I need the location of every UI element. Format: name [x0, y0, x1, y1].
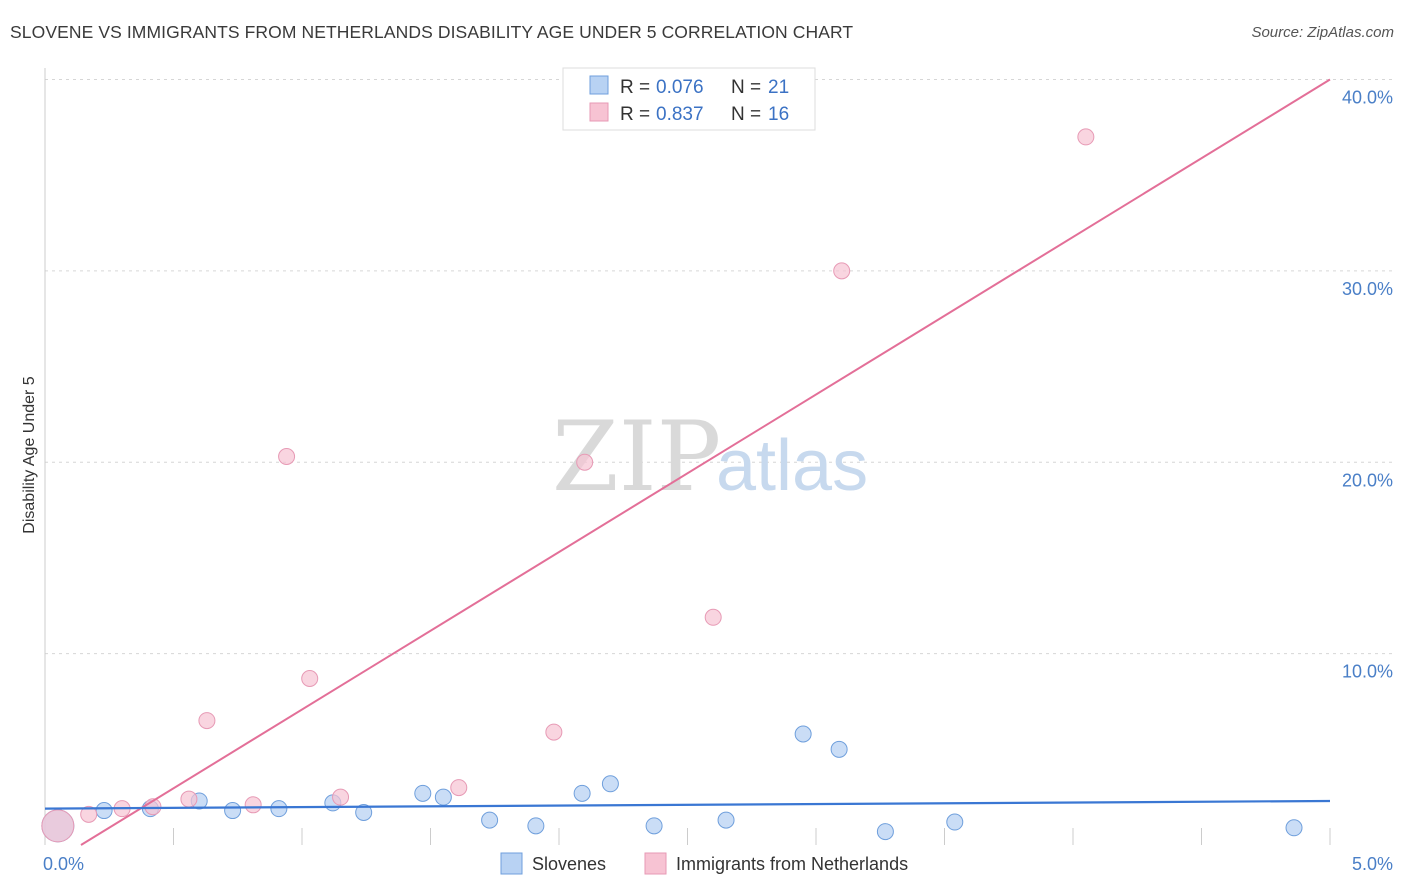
- slovenes-point-19: [946, 813, 964, 831]
- netherlands-point-13: [704, 608, 722, 626]
- trend-line-netherlands: [80, 78, 1331, 846]
- netherlands-point-6: [244, 796, 262, 814]
- legend-swatch-netherlands: [644, 852, 667, 875]
- netherlands-point-10: [450, 779, 468, 797]
- x-tick-label-max: 5.0%: [1352, 854, 1393, 874]
- stats-legend-n-label-1: N =: [731, 77, 761, 98]
- slovenes-point-10: [481, 811, 499, 829]
- netherlands-point-5: [198, 712, 216, 730]
- slovenes-point-7: [355, 803, 373, 821]
- slovenes-point-9: [434, 788, 452, 806]
- gridlines: [45, 79, 1392, 655]
- slovenes-point-4: [224, 802, 242, 820]
- legend-swatch-slovenes: [500, 852, 523, 875]
- slovenes-point-1: [95, 802, 113, 820]
- netherlands-point-7: [278, 448, 296, 466]
- slovenes-point-20: [1285, 819, 1303, 837]
- netherlands-point-8: [301, 670, 319, 688]
- stats-legend-n-label-2: N =: [731, 104, 761, 125]
- slovenes-point-18: [876, 823, 894, 841]
- stats-legend: R = 0.076 N = 21 R = 0.837 N = 16: [562, 67, 816, 131]
- stats-legend-r-label-1: R =: [620, 77, 650, 98]
- watermark-atlas: atlas: [716, 426, 868, 506]
- y-axis-title: Disability Age Under 5: [21, 376, 38, 534]
- legend-label-netherlands: Immigrants from Netherlands: [676, 854, 908, 874]
- chart-title: SLOVENE VS IMMIGRANTS FROM NETHERLANDS D…: [10, 22, 854, 42]
- netherlands-point-11: [545, 723, 563, 741]
- watermark-zip: ZIP: [552, 401, 721, 513]
- source-label: Source: ZipAtlas.com: [1251, 24, 1394, 41]
- netherlands-point-0: [41, 809, 75, 843]
- netherlands-point-1: [80, 805, 98, 823]
- slovenes-point-15: [717, 811, 735, 829]
- y-tick-label-10: 10.0%: [1342, 662, 1393, 682]
- x-tick-label-min: 0.0%: [43, 854, 84, 874]
- x-tick-marks: [44, 828, 1331, 845]
- slovenes-point-12: [573, 784, 591, 802]
- y-tick-label-30: 30.0%: [1342, 279, 1393, 299]
- slovenes-point-14: [645, 817, 663, 835]
- netherlands-point-12: [576, 453, 594, 471]
- series-legend: Slovenes Immigrants from Netherlands: [500, 852, 908, 875]
- series-netherlands-points: [41, 128, 1095, 843]
- trend-line-slovenes: [44, 799, 1331, 810]
- slovenes-point-5: [270, 800, 288, 818]
- watermark: ZIP atlas: [552, 401, 868, 513]
- netherlands-point-15: [1077, 128, 1095, 146]
- y-tick-label-20: 20.0%: [1342, 470, 1393, 490]
- stats-legend-r-label-2: R =: [620, 104, 650, 125]
- stats-legend-n-value-2: 16: [768, 104, 789, 125]
- slovenes-point-8: [414, 784, 432, 802]
- y-tick-labels: 10.0% 20.0% 30.0% 40.0%: [1342, 88, 1393, 682]
- netherlands-point-9: [332, 788, 350, 806]
- slovenes-point-13: [601, 775, 619, 793]
- series-slovenes-points: [41, 725, 1303, 843]
- stats-legend-r-value-1: 0.076: [656, 77, 704, 98]
- stats-legend-swatch-slovenes: [589, 75, 609, 95]
- y-tick-label-40: 40.0%: [1342, 88, 1393, 108]
- stats-legend-swatch-netherlands: [589, 102, 609, 122]
- slovenes-point-11: [527, 817, 545, 835]
- stats-legend-n-value-1: 21: [768, 77, 789, 98]
- slovenes-point-16: [794, 725, 812, 743]
- netherlands-point-14: [833, 262, 851, 280]
- netherlands-point-4: [180, 790, 198, 808]
- stats-legend-r-value-2: 0.837: [656, 104, 704, 125]
- slovenes-point-17: [830, 740, 848, 758]
- legend-label-slovenes: Slovenes: [532, 854, 606, 874]
